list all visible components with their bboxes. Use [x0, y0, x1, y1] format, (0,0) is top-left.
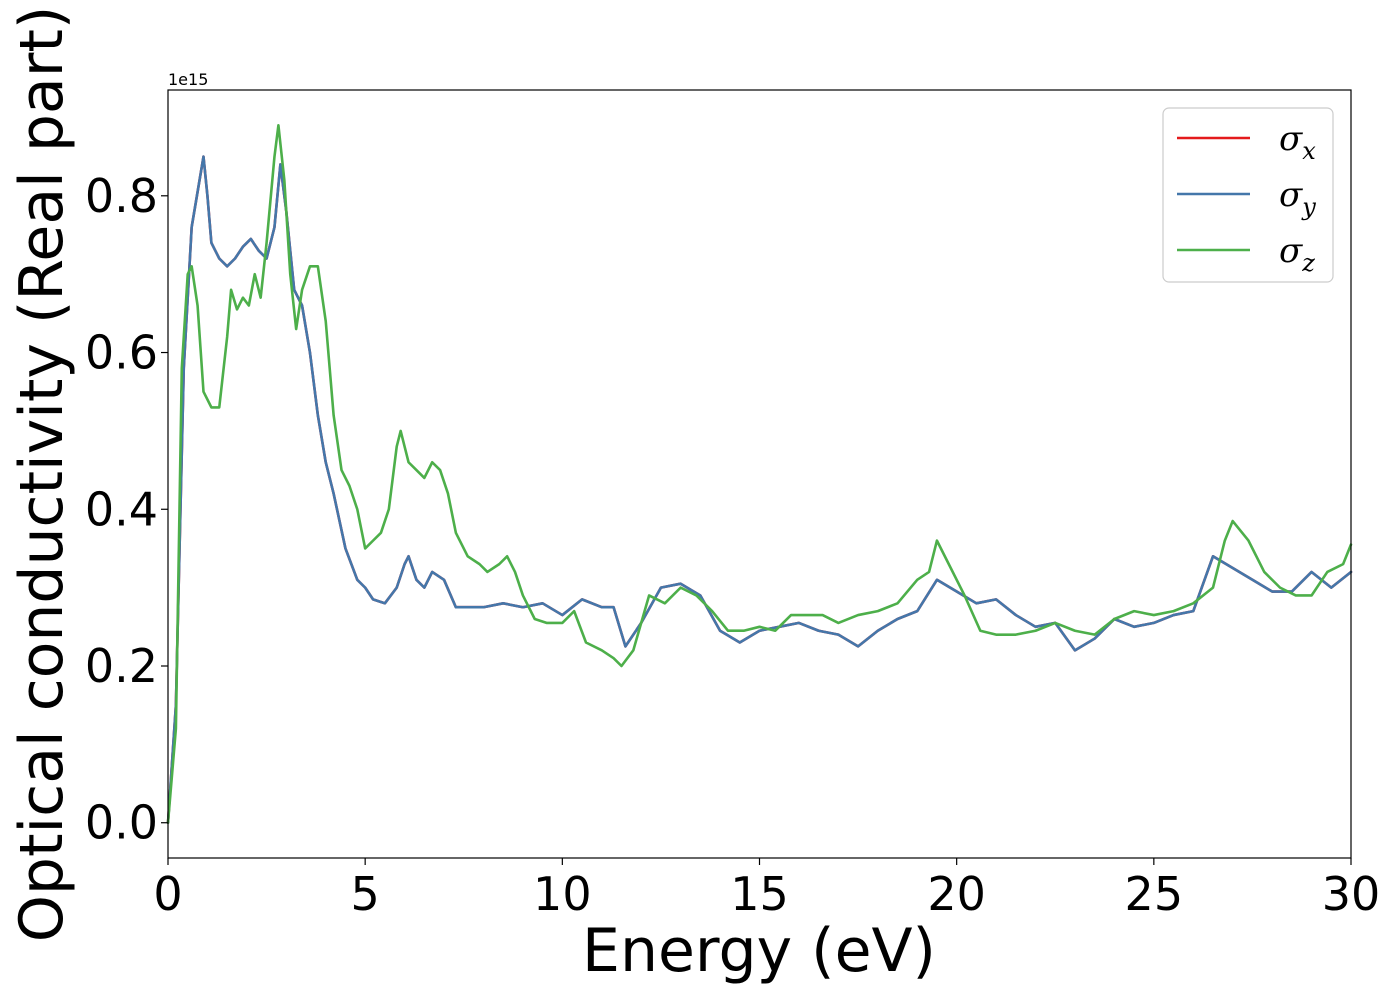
- x-tick-label: 20: [927, 867, 986, 921]
- x-tick-label: 5: [351, 867, 380, 921]
- x-axis-label: Energy (eV): [582, 916, 936, 986]
- series-line-sigma-y: [166, 155, 1353, 825]
- x-tick-label: 10: [533, 867, 592, 921]
- y-offset-label: 1e15: [168, 70, 208, 89]
- y-tick-label: 0.2: [85, 639, 158, 693]
- plot-area: [168, 90, 1351, 858]
- y-tick-label: 0.6: [85, 326, 158, 380]
- x-tick-label: 30: [1322, 867, 1381, 921]
- y-axis-ticks: 0.0 0.2 0.4 0.6 0.8: [85, 169, 168, 850]
- series-line-sigma-z: [166, 123, 1353, 825]
- x-tick-label: 15: [730, 867, 789, 921]
- y-axis-label: Optical conductivity (Real part): [7, 6, 77, 943]
- x-tick-label: 25: [1125, 867, 1184, 921]
- series-layer: [166, 123, 1353, 825]
- y-tick-label: 0.8: [85, 169, 158, 223]
- x-tick-label: 0: [153, 867, 182, 921]
- x-axis-ticks: 0 5 10 15 20 25 30: [153, 858, 1380, 921]
- y-tick-label: 0.0: [85, 796, 158, 850]
- y-tick-label: 0.4: [85, 482, 158, 536]
